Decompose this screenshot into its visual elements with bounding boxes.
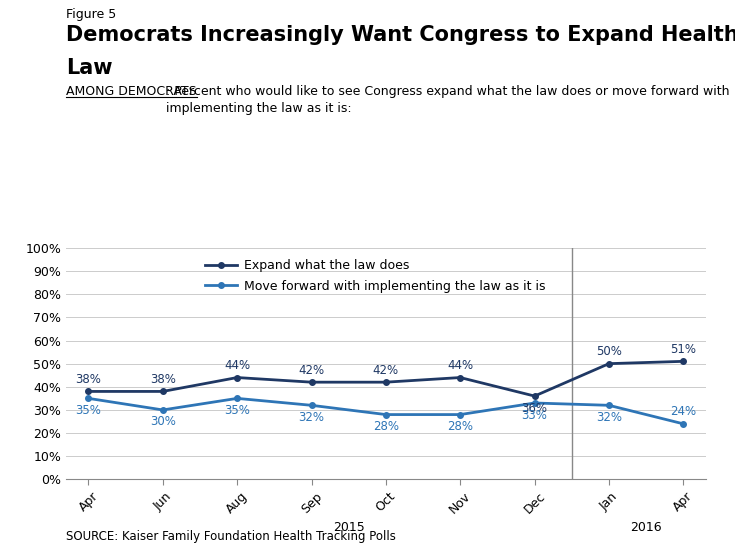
Text: 28%: 28% [447,420,473,433]
Legend: Expand what the law does, Move forward with implementing the law as it is: Expand what the law does, Move forward w… [201,254,551,298]
Text: : Percent who would like to see Congress expand what the law does or move forwar: : Percent who would like to see Congress… [166,85,730,115]
Text: 24%: 24% [670,406,696,418]
Text: 33%: 33% [522,408,548,422]
Text: 35%: 35% [224,404,250,417]
Text: 42%: 42% [298,364,325,377]
Text: 32%: 32% [596,411,622,424]
Text: 2015: 2015 [333,521,365,534]
Text: 28%: 28% [373,420,399,433]
Text: 50%: 50% [596,345,622,358]
Text: Figure 5: Figure 5 [66,8,116,21]
Text: 38%: 38% [76,373,101,386]
Text: 2016: 2016 [631,521,662,534]
Text: 35%: 35% [76,404,101,417]
Text: 30%: 30% [150,415,176,429]
Text: Law: Law [66,58,112,78]
Text: 32%: 32% [298,411,325,424]
Text: 44%: 44% [447,359,473,372]
Text: 42%: 42% [373,364,399,377]
Text: Democrats Increasingly Want Congress to Expand Health Care: Democrats Increasingly Want Congress to … [66,25,735,45]
Text: SOURCE: Kaiser Family Foundation Health Tracking Polls: SOURCE: Kaiser Family Foundation Health … [66,530,396,543]
Text: AMONG DEMOCRATS: AMONG DEMOCRATS [66,85,197,99]
Text: AMONG DEMOCRATS: AMONG DEMOCRATS [66,85,197,99]
Text: 51%: 51% [670,343,696,356]
Text: 44%: 44% [224,359,250,372]
Text: 38%: 38% [150,373,176,386]
Text: 36%: 36% [522,402,548,414]
